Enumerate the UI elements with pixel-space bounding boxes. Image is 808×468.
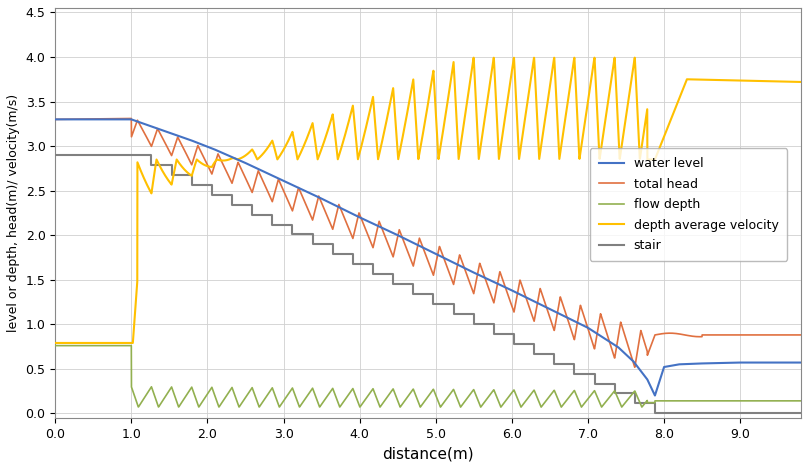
- Y-axis label: level or depth, head(m)/ velocity(m/s): level or depth, head(m)/ velocity(m/s): [7, 94, 20, 332]
- total head: [630, 365, 640, 370]
- water level: [642, 377, 652, 382]
- water level: [796, 360, 806, 366]
- water level: [650, 393, 660, 398]
- depth average velocity: [50, 340, 60, 346]
- water level: [697, 361, 707, 366]
- flow depth: [663, 398, 673, 404]
- depth average velocity: [498, 132, 507, 138]
- Line: stair: stair: [55, 155, 801, 413]
- water level: [119, 117, 128, 122]
- Line: total head: total head: [55, 118, 801, 367]
- depth average velocity: [796, 79, 806, 85]
- depth average velocity: [536, 149, 545, 154]
- stair: [549, 361, 559, 366]
- Legend: water level, total head, flow depth, depth average velocity, stair: water level, total head, flow depth, dep…: [590, 148, 787, 261]
- water level: [431, 251, 440, 256]
- flow depth: [496, 404, 506, 410]
- water level: [773, 360, 783, 366]
- water level: [469, 270, 478, 275]
- water level: [393, 233, 402, 238]
- flow depth: [796, 398, 806, 404]
- water level: [545, 306, 555, 312]
- water level: [74, 117, 83, 122]
- water level: [507, 288, 516, 293]
- flow depth: [536, 402, 545, 408]
- stair: [549, 351, 559, 357]
- total head: [607, 347, 617, 352]
- total head: [498, 277, 507, 282]
- water level: [317, 196, 326, 201]
- water level: [659, 364, 669, 370]
- depth average velocity: [663, 123, 673, 128]
- flow depth: [335, 404, 345, 410]
- water level: [141, 122, 151, 127]
- water level: [127, 117, 137, 122]
- water level: [50, 117, 60, 122]
- total head: [536, 286, 545, 292]
- water level: [96, 117, 106, 122]
- total head: [664, 330, 674, 336]
- Line: water level: water level: [55, 119, 801, 395]
- total head: [127, 116, 137, 121]
- stair: [796, 410, 806, 416]
- water level: [629, 359, 638, 365]
- stair: [267, 222, 277, 227]
- X-axis label: distance(m): distance(m): [382, 446, 474, 461]
- total head: [50, 117, 60, 122]
- water level: [355, 214, 364, 220]
- Line: flow depth: flow depth: [55, 346, 801, 407]
- water level: [735, 360, 745, 366]
- depth average velocity: [630, 55, 640, 60]
- depth average velocity: [186, 172, 196, 178]
- water level: [675, 361, 684, 367]
- stair: [368, 271, 378, 277]
- flow depth: [186, 386, 196, 392]
- stair: [50, 152, 60, 158]
- water level: [279, 178, 288, 183]
- total head: [796, 332, 806, 338]
- Line: depth average velocity: depth average velocity: [55, 58, 801, 343]
- depth average velocity: [607, 74, 617, 80]
- water level: [583, 325, 593, 330]
- water level: [613, 344, 623, 350]
- flow depth: [498, 402, 507, 408]
- stair: [267, 222, 277, 227]
- depth average velocity: [335, 149, 345, 154]
- stair: [650, 410, 660, 416]
- water level: [187, 138, 197, 144]
- flow depth: [607, 391, 617, 397]
- water level: [165, 130, 175, 136]
- water level: [210, 147, 220, 153]
- water level: [241, 160, 250, 166]
- stair: [247, 212, 257, 218]
- total head: [186, 160, 196, 166]
- total head: [335, 205, 345, 211]
- flow depth: [50, 343, 60, 349]
